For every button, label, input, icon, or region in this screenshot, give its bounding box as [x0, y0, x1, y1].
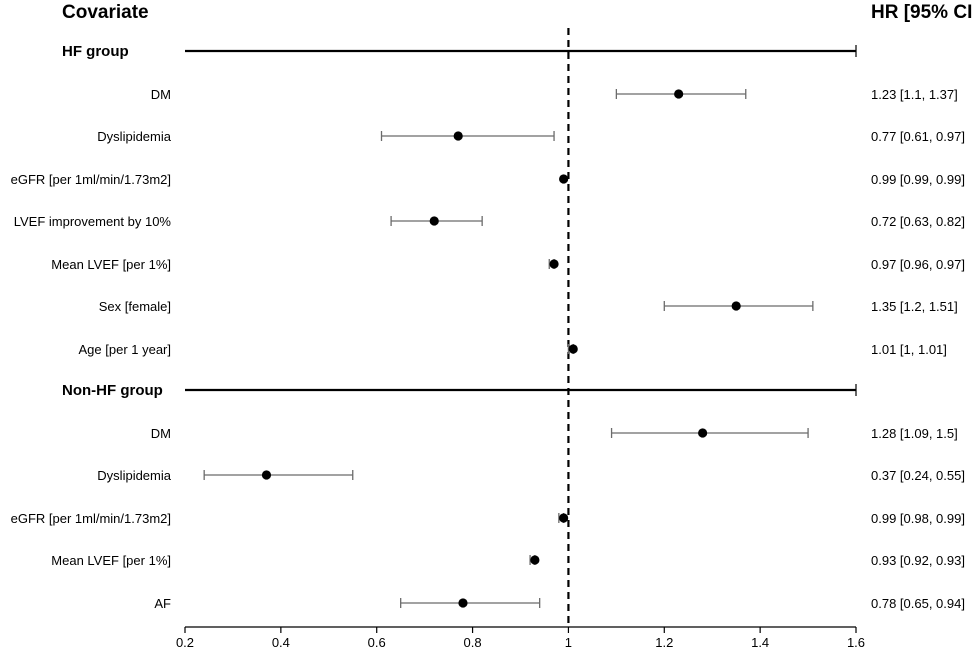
x-tick-label: 1.6: [847, 635, 865, 649]
covariate-header: Covariate: [62, 2, 149, 23]
hr-value: 0.77 [0.61, 0.97]: [871, 129, 965, 144]
x-tick-label: 0.2: [176, 635, 194, 649]
x-tick-label: 1.2: [655, 635, 673, 649]
covariate-label: eGFR [per 1ml/min/1.73m2]: [11, 172, 171, 187]
hr-ci-header: HR [95% CI]: [871, 2, 972, 23]
hr-value: 1.23 [1.1, 1.37]: [871, 87, 958, 102]
hr-point: [530, 555, 540, 565]
hr-value: 1.35 [1.2, 1.51]: [871, 299, 958, 314]
covariate-label: Dyslipidemia: [97, 468, 171, 483]
hr-value: 0.72 [0.63, 0.82]: [871, 214, 965, 229]
hr-point: [261, 470, 272, 480]
covariate-label: DM: [151, 426, 171, 441]
covariate-label: Mean LVEF [per 1%]: [51, 257, 171, 272]
hr-point: [568, 344, 578, 354]
group-title: Non-HF group: [62, 382, 163, 399]
covariate-label: Age [per 1 year]: [79, 342, 172, 357]
hr-point: [559, 513, 569, 523]
x-tick-label: 0.8: [464, 635, 482, 649]
covariate-label: Mean LVEF [per 1%]: [51, 553, 171, 568]
hr-value: 0.99 [0.98, 0.99]: [871, 511, 965, 526]
covariate-label: LVEF improvement by 10%: [14, 214, 172, 229]
covariate-label: DM: [151, 87, 171, 102]
x-tick-label: 1.4: [751, 635, 769, 649]
hr-value: 0.99 [0.99, 0.99]: [871, 172, 965, 187]
covariate-label: Sex [female]: [99, 299, 171, 314]
hr-point: [549, 259, 559, 269]
hr-point: [458, 598, 468, 608]
x-tick-label: 0.6: [368, 635, 386, 649]
hr-point: [674, 89, 684, 99]
hr-value: 0.97 [0.96, 0.97]: [871, 257, 965, 272]
hr-value: 0.78 [0.65, 0.94]: [871, 596, 965, 611]
hr-point: [429, 216, 439, 226]
hr-value: 1.01 [1, 1.01]: [871, 342, 947, 357]
covariate-label: AF: [154, 596, 171, 611]
group-title: HF group: [62, 43, 129, 60]
hr-value: 1.28 [1.09, 1.5]: [871, 426, 958, 441]
hr-point: [698, 428, 708, 438]
hr-value: 0.93 [0.92, 0.93]: [871, 553, 965, 568]
x-tick-label: 1: [565, 635, 572, 649]
covariate-label: Dyslipidemia: [97, 129, 171, 144]
plot-layer: HF group DM 1.23 [1.1, 1.37] Dyslipidemia 0.…: [11, 28, 965, 649]
hr-point: [731, 301, 741, 311]
covariate-label: eGFR [per 1ml/min/1.73m2]: [11, 511, 171, 526]
hr-value: 0.37 [0.24, 0.55]: [871, 468, 965, 483]
hr-point: [559, 174, 569, 184]
x-tick-label: 0.4: [272, 635, 290, 649]
hr-point: [453, 131, 463, 141]
